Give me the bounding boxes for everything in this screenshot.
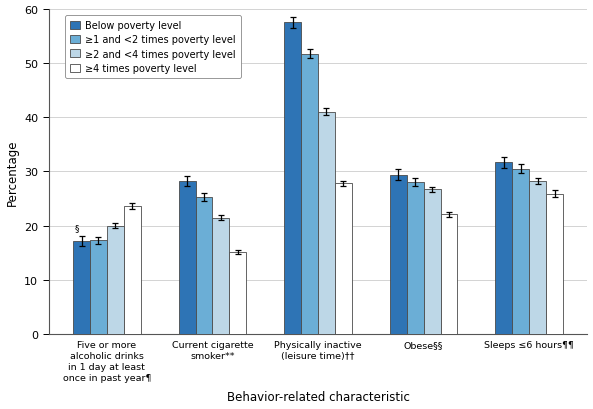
Bar — [90, 241, 107, 335]
Bar — [441, 215, 457, 335]
Bar — [229, 253, 246, 335]
Text: §: § — [75, 223, 79, 232]
Bar — [124, 207, 141, 335]
Bar — [196, 198, 212, 335]
Bar — [407, 182, 423, 335]
Bar — [301, 54, 318, 335]
X-axis label: Behavior-related characteristic: Behavior-related characteristic — [227, 391, 410, 403]
Bar — [529, 182, 546, 335]
Bar — [284, 23, 301, 335]
Bar — [546, 194, 563, 335]
Y-axis label: Percentage: Percentage — [5, 139, 18, 205]
Bar — [212, 218, 229, 335]
Bar — [423, 190, 441, 335]
Bar — [73, 241, 90, 335]
Bar — [495, 163, 512, 335]
Bar — [107, 226, 124, 335]
Bar — [335, 184, 352, 335]
Bar — [318, 112, 335, 335]
Bar — [178, 181, 196, 335]
Legend: Below poverty level, ≥1 and <2 times poverty level, ≥2 and <4 times poverty leve: Below poverty level, ≥1 and <2 times pov… — [65, 16, 241, 79]
Bar — [390, 175, 407, 335]
Bar — [512, 169, 529, 335]
